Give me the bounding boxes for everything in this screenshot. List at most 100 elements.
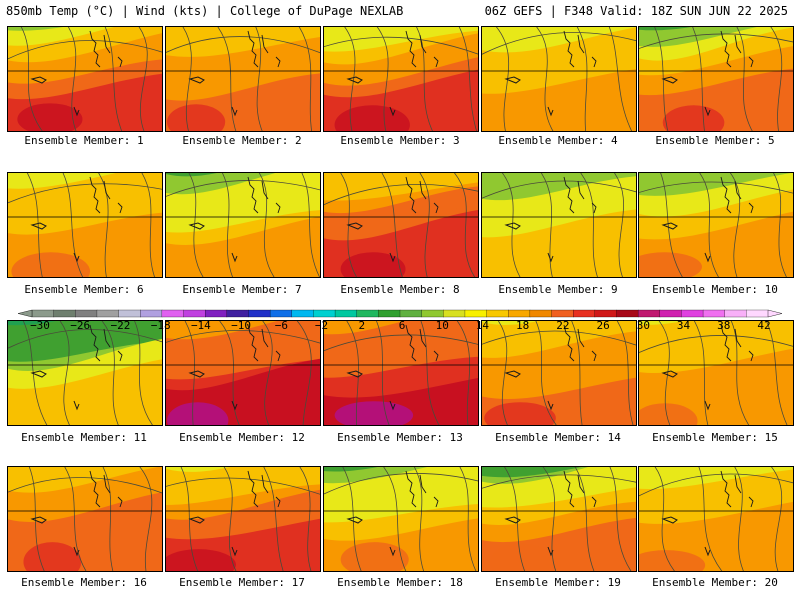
ensemble-map-panel — [7, 172, 163, 278]
colorbar-tick-label: −30 — [30, 319, 50, 332]
colorbar-swatch — [378, 309, 401, 318]
colorbar-swatch — [421, 309, 444, 318]
coastline — [563, 324, 597, 362]
temperature-map — [639, 27, 793, 131]
temperature-map — [166, 173, 320, 277]
lake-outline — [73, 546, 80, 557]
warm-core — [340, 542, 409, 571]
contour-line — [540, 173, 553, 277]
contour-line — [101, 321, 119, 425]
coastline — [89, 176, 123, 214]
contour-line — [419, 173, 430, 277]
coastline — [405, 30, 439, 68]
lake-outline — [73, 400, 80, 411]
temperature-map — [639, 173, 793, 277]
lake-outline — [389, 546, 396, 557]
contour-line — [382, 467, 407, 571]
colorbar-tick-label: −26 — [70, 319, 90, 332]
warm-core — [490, 253, 549, 277]
contour-line — [255, 27, 263, 131]
contour-line — [97, 173, 109, 277]
contour-line — [324, 334, 478, 352]
contour-line — [542, 467, 557, 571]
coastline — [720, 176, 754, 214]
lake-outline — [504, 516, 521, 524]
ensemble-member-label: Ensemble Member: 3 — [340, 134, 460, 147]
lake-outline — [73, 106, 80, 117]
colorbar-swatch — [486, 309, 509, 318]
coastline — [405, 470, 439, 508]
lake-outline — [547, 400, 554, 411]
contour-line — [263, 467, 284, 571]
colorbar-arrow-left — [17, 309, 33, 318]
ensemble-map-panel — [481, 466, 637, 572]
colorbar-swatch — [75, 309, 98, 318]
contour-line — [503, 467, 526, 571]
ensemble-map-panel — [638, 26, 794, 132]
lake-outline — [346, 76, 363, 84]
colorbar-tick-label: 22 — [556, 319, 569, 332]
contour-line — [102, 467, 114, 571]
contour-line — [459, 467, 477, 571]
coastline — [405, 324, 439, 362]
colorbar-swatch — [573, 309, 596, 318]
ensemble-member-label: Ensemble Member: 6 — [24, 283, 144, 296]
contour-line — [324, 36, 478, 55]
contour-line — [639, 181, 793, 194]
ensemble-member-label: Ensemble Member: 13 — [337, 431, 463, 444]
contour-line — [261, 321, 273, 425]
coastline — [247, 470, 281, 508]
ensemble-map-panel — [323, 466, 479, 572]
ensemble-member-label: Ensemble Member: 18 — [337, 576, 463, 589]
contour-line — [346, 321, 359, 425]
contour-line — [609, 467, 632, 571]
contour-line — [765, 321, 788, 425]
lake-outline — [231, 400, 238, 411]
temperature-map — [166, 321, 320, 425]
temperature-map — [166, 27, 320, 131]
colorbar-swatch — [269, 309, 293, 318]
colorbar-tick-label: 26 — [596, 319, 609, 332]
contour-line — [28, 467, 45, 571]
colorbar-swatch — [183, 309, 206, 318]
temperature-map — [482, 173, 636, 277]
colorbar-swatch — [96, 309, 120, 318]
lake-outline — [504, 370, 521, 378]
contour-line — [654, 467, 676, 571]
temperature-map — [482, 321, 636, 425]
contour-line — [413, 467, 425, 571]
colorbar-tick-label: −22 — [111, 319, 131, 332]
contour-line — [217, 27, 237, 131]
ensemble-map-panel — [165, 320, 321, 426]
ensemble-map-panel — [638, 172, 794, 278]
coastline — [405, 176, 439, 214]
contour-line — [456, 321, 471, 425]
ensemble-member-label: Ensemble Member: 8 — [340, 283, 460, 296]
coastline — [563, 30, 597, 68]
coastline — [89, 30, 123, 68]
ensemble-member-label: Ensemble Member: 10 — [652, 283, 778, 296]
warm-core — [166, 104, 226, 131]
temperature-map — [324, 173, 478, 277]
contour-line — [458, 27, 478, 131]
lake-outline — [30, 370, 47, 378]
contour-line — [613, 173, 624, 277]
lake-outline — [188, 516, 205, 524]
ensemble-member-label: Ensemble Member: 9 — [498, 283, 618, 296]
colorbar-swatch — [118, 309, 141, 318]
colorbar-swatch — [637, 309, 661, 318]
ensemble-member-label: Ensemble Member: 11 — [21, 431, 147, 444]
contour-line — [495, 27, 509, 131]
colorbar-swatch — [291, 309, 314, 318]
colorbar-swatch — [746, 309, 769, 318]
warm-core — [340, 252, 406, 277]
contour-line — [698, 467, 723, 571]
temperature-map — [482, 467, 636, 571]
coastline — [720, 30, 754, 68]
colorbar-swatch — [681, 309, 704, 318]
contour-line — [59, 321, 71, 425]
contour-line — [22, 321, 48, 425]
ensemble-map-panel — [323, 172, 479, 278]
lake-outline — [346, 222, 363, 230]
colorbar-swatch — [616, 309, 639, 318]
